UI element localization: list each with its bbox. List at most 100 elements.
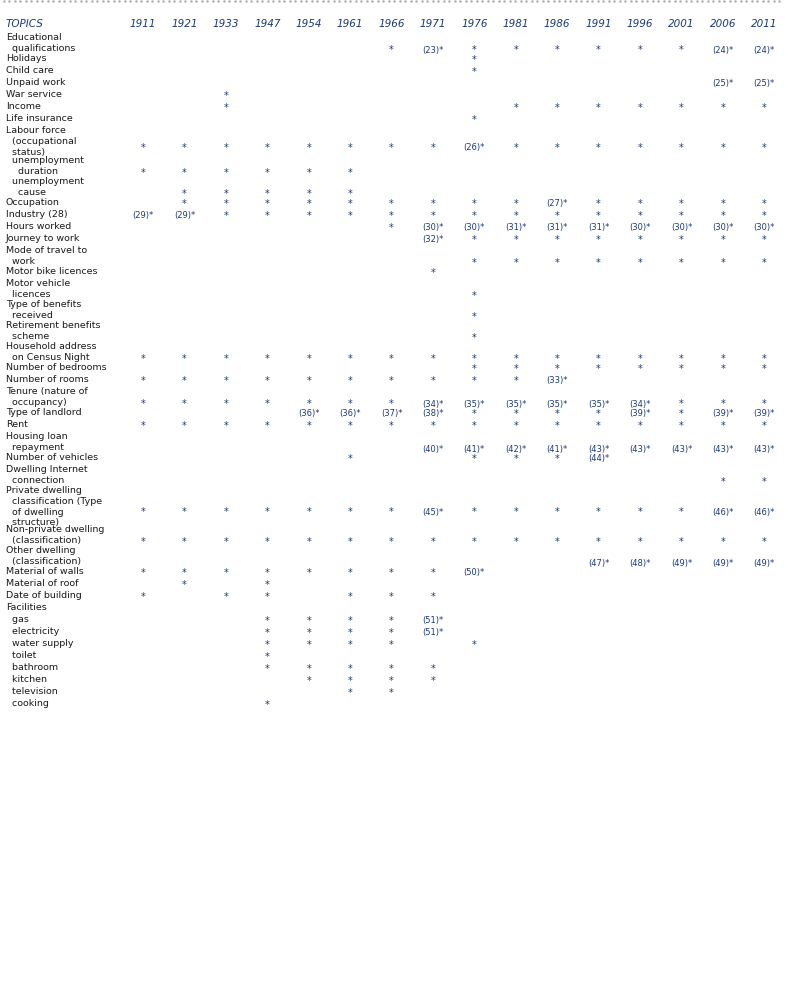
- Text: *: *: [265, 199, 270, 209]
- Text: *: *: [182, 142, 187, 152]
- Text: *: *: [140, 168, 145, 178]
- Text: *: *: [389, 592, 394, 602]
- Text: *: *: [348, 628, 353, 638]
- Text: *: *: [472, 258, 477, 268]
- Text: *: *: [306, 568, 311, 578]
- Text: *: *: [679, 199, 684, 209]
- Text: *: *: [514, 103, 518, 113]
- Text: *: *: [514, 537, 518, 547]
- Text: *: *: [389, 507, 394, 517]
- Text: *: *: [431, 142, 436, 152]
- Text: *: *: [596, 103, 601, 113]
- Text: *: *: [223, 507, 228, 517]
- Text: *: *: [472, 376, 477, 386]
- Text: (47)*: (47)*: [588, 558, 609, 567]
- Text: *: *: [182, 199, 187, 209]
- Text: *: *: [431, 676, 436, 686]
- Text: *: *: [389, 616, 394, 626]
- Text: (42)*: (42)*: [505, 445, 526, 453]
- Text: (44)*: (44)*: [588, 454, 609, 463]
- Text: *: *: [514, 211, 518, 221]
- Text: *: *: [265, 142, 270, 152]
- Text: *: *: [389, 537, 394, 547]
- Text: *: *: [472, 211, 477, 221]
- Text: *: *: [679, 507, 684, 517]
- Text: Number of vehicles: Number of vehicles: [6, 453, 98, 462]
- Text: *: *: [720, 199, 725, 209]
- Text: *: *: [472, 354, 477, 364]
- Text: (29)*: (29)*: [174, 211, 195, 220]
- Text: *: *: [431, 268, 436, 278]
- Text: (35)*: (35)*: [588, 399, 609, 408]
- Text: 1954: 1954: [295, 19, 322, 30]
- Text: 1976: 1976: [461, 19, 488, 30]
- Text: (29)*: (29)*: [133, 211, 154, 220]
- Text: *: *: [223, 142, 228, 152]
- Text: (35)*: (35)*: [505, 399, 526, 408]
- Text: *: *: [762, 477, 767, 487]
- Text: *: *: [638, 421, 642, 431]
- Text: cooking: cooking: [6, 700, 49, 708]
- Text: *: *: [514, 507, 518, 517]
- Text: *: *: [265, 376, 270, 386]
- Text: (39)*: (39)*: [753, 409, 775, 419]
- Text: *: *: [720, 537, 725, 547]
- Text: *: *: [679, 421, 684, 431]
- Text: Educational
  qualifications: Educational qualifications: [6, 34, 76, 53]
- Text: *: *: [182, 507, 187, 517]
- Text: Facilities: Facilities: [6, 604, 47, 613]
- Text: *: *: [223, 376, 228, 386]
- Text: *: *: [223, 189, 228, 199]
- Text: *: *: [431, 664, 436, 674]
- Text: *: *: [431, 421, 436, 431]
- Text: *: *: [140, 592, 145, 602]
- Text: *: *: [223, 91, 228, 101]
- Text: (35)*: (35)*: [547, 399, 568, 408]
- Text: Life insurance: Life insurance: [6, 115, 73, 124]
- Text: *: *: [389, 223, 394, 233]
- Text: *: *: [762, 258, 767, 268]
- Text: *: *: [265, 354, 270, 364]
- Text: *: *: [679, 354, 684, 364]
- Text: (51)*: (51)*: [422, 617, 443, 625]
- Text: (41)*: (41)*: [464, 445, 485, 453]
- Text: (35)*: (35)*: [464, 399, 485, 408]
- Text: *: *: [679, 364, 684, 374]
- Text: *: *: [514, 199, 518, 209]
- Text: *: *: [431, 537, 436, 547]
- Text: (24)*: (24)*: [753, 45, 775, 54]
- Text: *: *: [348, 507, 353, 517]
- Text: *: *: [638, 507, 642, 517]
- Text: *: *: [638, 354, 642, 364]
- Text: *: *: [720, 103, 725, 113]
- Text: (30)*: (30)*: [712, 223, 734, 232]
- Text: *: *: [431, 211, 436, 221]
- Text: *: *: [265, 211, 270, 221]
- Text: War service: War service: [6, 90, 62, 99]
- Text: *: *: [265, 568, 270, 578]
- Text: (48)*: (48)*: [630, 558, 651, 567]
- Text: *: *: [472, 537, 477, 547]
- Text: (25)*: (25)*: [753, 79, 775, 89]
- Text: *: *: [140, 142, 145, 152]
- Text: *: *: [555, 354, 559, 364]
- Text: *: *: [472, 235, 477, 245]
- Text: *: *: [389, 676, 394, 686]
- Text: *: *: [638, 199, 642, 209]
- Text: Mode of travel to
  work: Mode of travel to work: [6, 246, 87, 266]
- Text: *: *: [140, 421, 145, 431]
- Text: *: *: [638, 211, 642, 221]
- Text: *: *: [389, 211, 394, 221]
- Text: *: *: [555, 537, 559, 547]
- Text: *: *: [223, 354, 228, 364]
- Text: *: *: [472, 312, 477, 322]
- Text: *: *: [182, 421, 187, 431]
- Text: (36)*: (36)*: [298, 409, 320, 419]
- Text: (30)*: (30)*: [422, 223, 443, 232]
- Text: *: *: [431, 592, 436, 602]
- Text: *: *: [555, 103, 559, 113]
- Text: (40)*: (40)*: [422, 445, 443, 453]
- Text: toilet: toilet: [6, 651, 36, 660]
- Text: (49)*: (49)*: [753, 558, 775, 567]
- Text: *: *: [514, 258, 518, 268]
